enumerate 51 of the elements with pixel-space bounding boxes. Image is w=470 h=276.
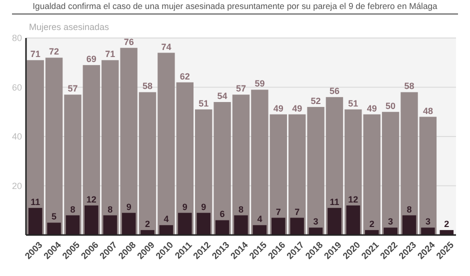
data-label: 58	[142, 81, 153, 92]
data-label: 8	[70, 204, 76, 214]
data-label: 52	[310, 96, 321, 106]
data-label: 57	[68, 84, 78, 94]
data-label: 71	[105, 49, 116, 60]
y-tick-label: 20	[12, 180, 22, 191]
data-label: 3	[388, 216, 394, 227]
y-axis-title: Mujeres asesinadas	[29, 22, 110, 32]
data-label: 8	[406, 204, 412, 214]
data-label: 58	[404, 81, 414, 92]
data-label: 3	[313, 216, 318, 227]
data-label: 4	[164, 214, 169, 224]
data-label: 59	[254, 78, 265, 89]
data-label: 5	[52, 212, 57, 222]
data-label: 72	[49, 46, 60, 57]
data-label: 11	[330, 196, 340, 207]
data-label: 2	[145, 219, 150, 230]
data-label: 9	[201, 202, 206, 212]
data-label: 51	[198, 98, 209, 108]
data-label: 8	[108, 204, 113, 214]
data-label: 3	[425, 216, 430, 227]
y-tick-label: 80	[12, 33, 22, 43]
data-label: 54	[217, 91, 228, 102]
data-label: 2	[444, 219, 450, 230]
data-label: 4	[257, 214, 262, 224]
data-label: 51	[348, 98, 358, 108]
data-label: 49	[273, 103, 284, 114]
data-label: 8	[238, 204, 244, 214]
y-tick-label: 60	[12, 82, 22, 92]
data-label: 6	[220, 209, 225, 220]
data-label: 57	[236, 84, 246, 94]
data-label: 76	[124, 36, 134, 47]
data-label: 2	[369, 219, 374, 230]
data-label: 56	[329, 86, 340, 96]
data-label: 74	[161, 42, 172, 52]
data-label: 48	[422, 106, 433, 116]
data-label: 9	[182, 202, 188, 212]
data-label: 49	[292, 103, 302, 114]
data-label: 7	[276, 206, 281, 217]
data-label: 7	[294, 206, 300, 217]
data-label: 71	[30, 49, 40, 60]
data-label: 9	[126, 202, 132, 212]
data-label: 49	[366, 103, 377, 114]
data-label: 11	[30, 196, 40, 207]
data-label: 50	[386, 100, 396, 111]
data-label: 12	[86, 194, 96, 204]
data-label: 12	[348, 194, 358, 204]
chart-title: Igualdad confirma el caso de una mujer asesinada presuntamente por su pareja el 9 de febrero en Málaga	[32, 1, 438, 11]
data-label: 69	[86, 54, 96, 64]
data-label: 62	[180, 71, 190, 82]
y-tick-label: 40	[12, 132, 22, 142]
